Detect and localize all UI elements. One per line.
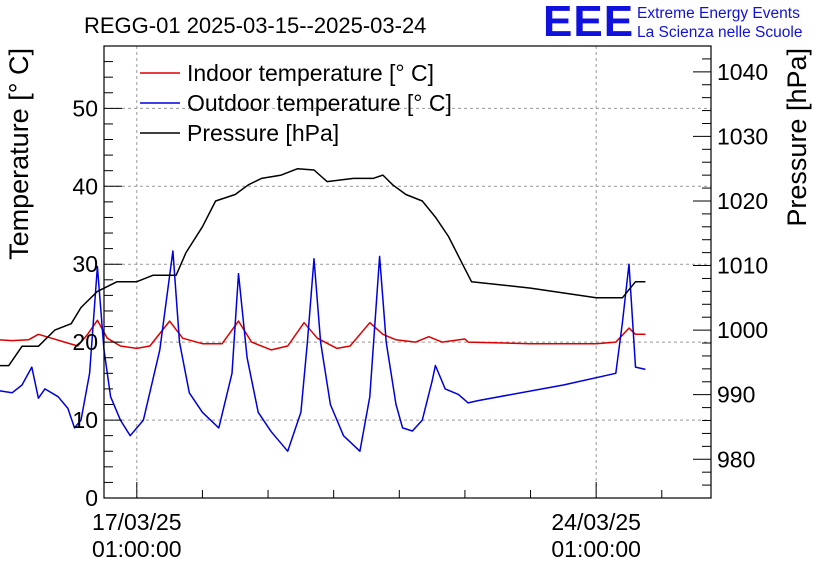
y2-tick-label: 990	[717, 382, 755, 408]
series-line-indoor-temperature-c	[0, 319, 646, 351]
logo-tagline-2: La Scienza nelle Scuole	[637, 24, 803, 41]
series-layer	[0, 167, 646, 452]
y2-axis-label: Pressure [hPa]	[782, 48, 812, 227]
legend: Indoor temperature [° C] Outdoor temperat…	[140, 60, 452, 146]
y-tick-label: 10	[72, 407, 98, 433]
legend-label: Indoor temperature [° C]	[187, 60, 434, 86]
legend-label: Outdoor temperature [° C]	[187, 90, 452, 116]
y2-tick-label: 1000	[717, 317, 768, 343]
y-axis-label: Temperature [° C]	[4, 48, 34, 260]
axes: 010203040509809901000101010201030104017/…	[72, 45, 768, 562]
x-tick-label-time: 01:00:00	[551, 536, 641, 562]
y2-tick-label: 1020	[717, 188, 768, 214]
y2-tick-label: 980	[717, 446, 755, 472]
series-line-outdoor-temperature-c	[0, 250, 646, 452]
y2-tick-label: 1040	[717, 59, 768, 85]
y-tick-label: 20	[72, 329, 98, 355]
series-line-pressure-hpa	[0, 167, 646, 367]
plot-frame	[103, 45, 712, 499]
legend-label: Pressure [hPa]	[187, 120, 339, 146]
y2-tick-label: 1010	[717, 253, 768, 279]
eee-logo: EEE	[543, 0, 635, 46]
x-tick-label-date: 24/03/25	[551, 509, 641, 535]
y-tick-label: 40	[72, 173, 98, 199]
logo-tagline-1: Extreme Energy Events	[637, 5, 800, 22]
x-tick-label-date: 17/03/25	[92, 509, 182, 535]
y2-tick-label: 1030	[717, 123, 768, 149]
y-tick-label: 0	[85, 485, 98, 511]
y-tick-label: 50	[72, 95, 98, 121]
chart-title: REGG-01 2025-03-15--2025-03-24	[84, 13, 426, 38]
y-tick-label: 30	[72, 251, 98, 277]
x-tick-label-time: 01:00:00	[92, 536, 182, 562]
